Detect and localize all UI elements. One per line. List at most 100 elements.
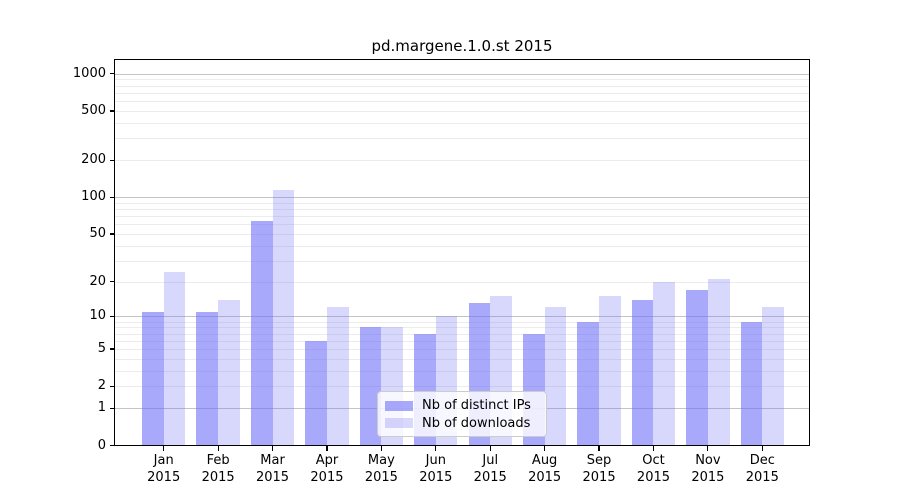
gridline: [114, 160, 810, 162]
x-tick-mark: [489, 446, 491, 451]
gridline: [114, 327, 810, 329]
y-tick-label: 2: [97, 378, 106, 394]
y-tick-mark: [109, 110, 114, 112]
gridline: [114, 349, 810, 351]
y-tick-label: 0: [97, 437, 106, 453]
gridline: [114, 333, 810, 335]
bar-distinct-ips: [740, 321, 763, 446]
x-tick-label: Nov 2015: [673, 452, 743, 486]
x-tick-label: Jun 2015: [401, 452, 471, 486]
legend-item: Nb of distinct IPs: [385, 397, 538, 415]
y-tick-label: 10: [89, 308, 106, 324]
y-tick-label: 100: [81, 189, 106, 205]
gridline: [114, 281, 810, 283]
y-tick-mark: [109, 73, 114, 75]
y-tick-label: 200: [81, 152, 106, 168]
plot-area: [114, 59, 810, 446]
x-tick-month: Apr: [315, 453, 339, 468]
x-tick-month: Sep: [586, 453, 612, 468]
x-tick-mark: [163, 446, 165, 451]
y-tick-mark: [109, 444, 114, 447]
x-tick-month: Oct: [642, 453, 665, 468]
bar-distinct-ips: [142, 311, 164, 446]
x-tick-mark: [380, 446, 382, 451]
gridline: [114, 85, 810, 87]
x-tick-label: Feb 2015: [183, 452, 253, 486]
x-tick-label: Jan 2015: [129, 452, 199, 486]
gridline: [114, 216, 810, 218]
bar-downloads: [272, 190, 295, 446]
x-tick-label: Dec 2015: [727, 452, 797, 486]
gridline: [114, 101, 810, 103]
x-tick-year: 2015: [582, 470, 616, 485]
bar-distinct-ips: [250, 220, 273, 446]
x-tick-label: Aug 2015: [510, 452, 580, 486]
gridline: [114, 209, 810, 211]
gridline: [114, 202, 810, 204]
x-tick-year: 2015: [636, 470, 671, 485]
gridline: [114, 321, 810, 323]
gridline: [114, 316, 810, 318]
bar-downloads: [218, 299, 240, 446]
x-tick-month: Nov: [695, 453, 721, 468]
x-tick-year: 2015: [310, 470, 344, 485]
x-tick-month: Aug: [531, 453, 558, 468]
bar-distinct-ips: [359, 327, 382, 446]
y-tick-mark: [109, 385, 114, 387]
bar-distinct-ips: [577, 321, 600, 446]
x-tick-month: Feb: [206, 453, 230, 468]
x-tick-mark: [217, 446, 219, 451]
legend-item: Nb of downloads: [385, 415, 538, 433]
gridline: [114, 73, 810, 75]
x-tick-label: Jul 2015: [455, 452, 525, 486]
x-tick-month: Jan: [153, 453, 174, 468]
bar-downloads: [762, 307, 784, 446]
gridline: [114, 340, 810, 342]
x-tick-mark: [652, 446, 655, 451]
bar-downloads: [326, 307, 349, 446]
gridline: [114, 370, 810, 372]
x-tick-mark: [326, 446, 328, 451]
bar-downloads: [707, 279, 730, 446]
bar-distinct-ips: [631, 299, 654, 446]
x-tick-label: Sep 2015: [564, 452, 634, 486]
x-tick-mark: [435, 446, 437, 451]
x-tick-year: 2015: [147, 470, 181, 485]
x-tick-label: Apr 2015: [292, 452, 362, 486]
x-tick-year: 2015: [419, 470, 453, 485]
legend-swatch: [385, 400, 413, 411]
gridline: [114, 138, 810, 140]
bar-distinct-ips: [196, 311, 219, 446]
x-tick-month: Jul: [482, 453, 499, 468]
gridline: [114, 233, 810, 235]
x-tick-label: Mar 2015: [238, 452, 308, 486]
gridline: [114, 110, 810, 112]
x-tick-label: May 2015: [346, 452, 416, 486]
y-tick-mark: [109, 281, 114, 283]
y-tick-mark: [109, 407, 114, 409]
gridline: [114, 224, 810, 226]
x-tick-mark: [544, 446, 546, 451]
y-tick-mark: [109, 315, 114, 318]
gridline: [114, 386, 810, 388]
x-tick-year: 2015: [528, 470, 562, 485]
gridline: [114, 260, 810, 262]
x-tick-label: Oct 2015: [618, 452, 688, 486]
x-tick-year: 2015: [255, 470, 290, 485]
x-tick-mark: [598, 446, 600, 451]
bar-downloads: [163, 272, 186, 446]
x-tick-mark: [707, 446, 709, 451]
bar-distinct-ips: [686, 289, 708, 446]
x-tick-year: 2015: [473, 470, 507, 485]
x-tick-year: 2015: [691, 470, 725, 485]
y-tick-label: 50: [89, 225, 106, 241]
x-tick-year: 2015: [201, 470, 235, 485]
x-tick-month: May: [367, 453, 395, 468]
x-tick-year: 2015: [745, 470, 779, 485]
bar-downloads: [653, 281, 676, 446]
legend-swatch: [385, 418, 413, 429]
y-tick-label: 20: [89, 273, 106, 289]
x-tick-month: Dec: [749, 453, 775, 468]
y-tick-label: 1000: [72, 65, 106, 81]
